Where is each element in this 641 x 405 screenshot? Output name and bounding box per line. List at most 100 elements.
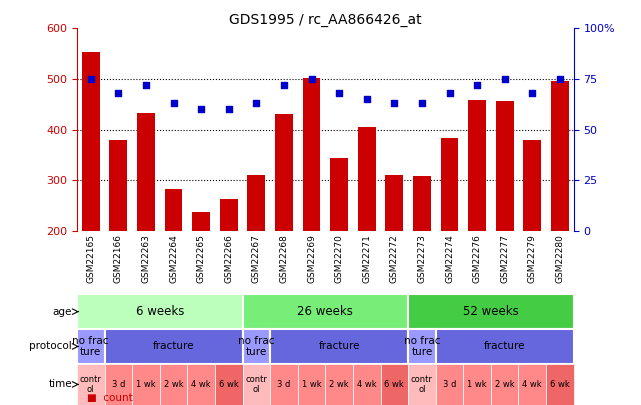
Bar <box>408 294 574 329</box>
Text: 3 d: 3 d <box>277 380 290 389</box>
Bar <box>137 113 155 332</box>
Text: fracture: fracture <box>319 341 360 352</box>
Bar <box>132 364 160 405</box>
Text: GSM22277: GSM22277 <box>500 234 509 283</box>
Text: 4 wk: 4 wk <box>191 380 211 389</box>
Text: ■  count: ■ count <box>87 393 132 403</box>
Text: time: time <box>48 379 72 390</box>
Text: age: age <box>53 307 72 317</box>
Text: GSM22271: GSM22271 <box>362 234 371 283</box>
Text: 6 wk: 6 wk <box>385 380 404 389</box>
Point <box>196 106 206 113</box>
Text: GSM22270: GSM22270 <box>335 234 344 283</box>
Text: 3 d: 3 d <box>443 380 456 389</box>
Text: 1 wk: 1 wk <box>136 380 156 389</box>
Text: GSM22272: GSM22272 <box>390 234 399 283</box>
Point <box>417 100 427 107</box>
Text: protocol: protocol <box>29 341 72 352</box>
Text: GSM22268: GSM22268 <box>279 234 288 283</box>
Bar <box>275 115 293 332</box>
Point <box>527 90 537 96</box>
Bar <box>215 364 242 405</box>
Point <box>554 76 565 82</box>
Bar <box>270 329 408 364</box>
Bar <box>165 189 183 332</box>
Point <box>389 100 399 107</box>
Text: 2 wk: 2 wk <box>495 380 515 389</box>
Text: fracture: fracture <box>484 341 526 352</box>
Bar <box>220 199 238 332</box>
Text: 1 wk: 1 wk <box>302 380 321 389</box>
Bar <box>413 176 431 332</box>
Point <box>472 82 482 88</box>
Text: no frac
ture: no frac ture <box>72 336 109 357</box>
Text: GSM22280: GSM22280 <box>555 234 564 283</box>
Bar <box>546 364 574 405</box>
Text: no frac
ture: no frac ture <box>238 336 274 357</box>
Bar <box>491 364 519 405</box>
Bar <box>495 101 513 332</box>
Text: 1 wk: 1 wk <box>467 380 487 389</box>
Bar <box>463 364 491 405</box>
Bar <box>440 138 458 332</box>
Bar <box>519 364 546 405</box>
Bar <box>436 364 463 405</box>
Bar <box>358 127 376 332</box>
Bar <box>436 329 574 364</box>
Text: 52 weeks: 52 weeks <box>463 305 519 318</box>
Text: GSM22276: GSM22276 <box>472 234 481 283</box>
Bar <box>523 140 541 332</box>
Bar <box>187 364 215 405</box>
Bar <box>270 364 297 405</box>
Text: GSM22266: GSM22266 <box>224 234 233 283</box>
Bar <box>408 364 436 405</box>
Text: 2 wk: 2 wk <box>329 380 349 389</box>
Point <box>279 82 289 88</box>
Text: contr
ol: contr ol <box>411 375 433 394</box>
Bar <box>242 329 270 364</box>
Point <box>141 82 151 88</box>
Point <box>113 90 124 96</box>
Bar <box>330 158 348 332</box>
Text: GSM22165: GSM22165 <box>87 234 96 283</box>
Title: GDS1995 / rc_AA866426_at: GDS1995 / rc_AA866426_at <box>229 13 422 27</box>
Point <box>444 90 454 96</box>
Bar <box>242 364 270 405</box>
Bar <box>77 329 104 364</box>
Bar <box>297 364 326 405</box>
Bar <box>77 364 104 405</box>
Text: GSM22269: GSM22269 <box>307 234 316 283</box>
Text: GSM22274: GSM22274 <box>445 234 454 283</box>
Bar <box>385 175 403 332</box>
Text: GSM22166: GSM22166 <box>114 234 123 283</box>
Point <box>306 76 317 82</box>
Bar <box>242 294 408 329</box>
Bar <box>104 364 132 405</box>
Bar <box>77 294 242 329</box>
Bar <box>468 100 486 332</box>
Bar <box>104 329 242 364</box>
Bar <box>353 364 381 405</box>
Text: 2 wk: 2 wk <box>163 380 183 389</box>
Bar <box>192 212 210 332</box>
Point <box>169 100 179 107</box>
Text: 6 weeks: 6 weeks <box>135 305 184 318</box>
Point <box>334 90 344 96</box>
Text: 26 weeks: 26 weeks <box>297 305 353 318</box>
Bar <box>110 140 128 332</box>
Point <box>362 96 372 102</box>
Text: fracture: fracture <box>153 341 194 352</box>
Text: GSM22264: GSM22264 <box>169 234 178 283</box>
Text: GSM22267: GSM22267 <box>252 234 261 283</box>
Text: GSM22279: GSM22279 <box>528 234 537 283</box>
Text: GSM22263: GSM22263 <box>142 234 151 283</box>
Text: 6 wk: 6 wk <box>550 380 570 389</box>
Text: contr
ol: contr ol <box>246 375 267 394</box>
Bar <box>303 79 320 332</box>
Bar <box>82 52 100 332</box>
Bar <box>408 329 436 364</box>
Point <box>224 106 234 113</box>
Text: GSM22273: GSM22273 <box>417 234 426 283</box>
Text: 4 wk: 4 wk <box>357 380 376 389</box>
Text: contr
ol: contr ol <box>79 375 102 394</box>
